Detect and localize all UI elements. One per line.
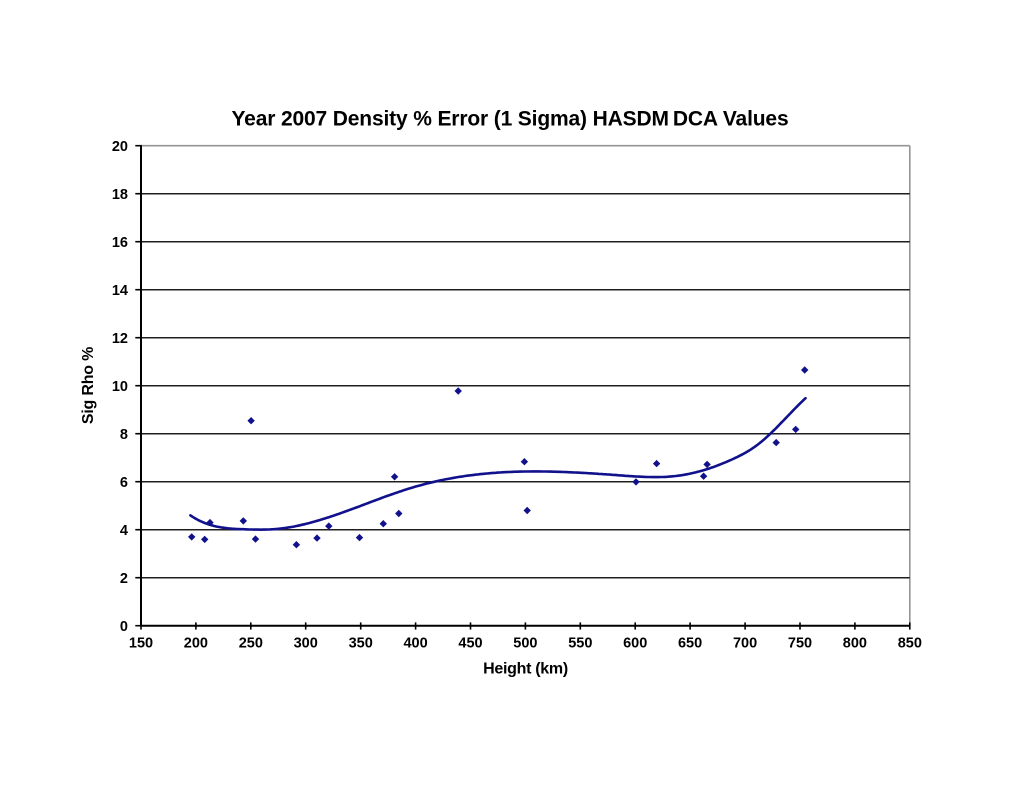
svg-text:550: 550 [568, 636, 592, 652]
svg-text:250: 250 [239, 636, 263, 652]
svg-text:850: 850 [898, 636, 922, 652]
svg-text:18: 18 [112, 187, 128, 203]
svg-text:14: 14 [112, 283, 128, 299]
svg-text:0: 0 [120, 619, 128, 635]
svg-text:350: 350 [349, 636, 373, 652]
svg-text:500: 500 [513, 636, 537, 652]
svg-text:2: 2 [120, 571, 128, 587]
svg-text:650: 650 [678, 636, 702, 652]
svg-text:16: 16 [112, 235, 128, 251]
svg-text:20: 20 [112, 139, 128, 155]
svg-text:750: 750 [788, 636, 812, 652]
svg-text:Height (km): Height (km) [483, 660, 568, 677]
svg-text:200: 200 [184, 636, 208, 652]
svg-text:150: 150 [129, 636, 153, 652]
svg-text:300: 300 [294, 636, 318, 652]
svg-text:10: 10 [112, 379, 128, 395]
svg-text:Sig Rho %: Sig Rho % [80, 347, 97, 424]
svg-text:450: 450 [458, 636, 482, 652]
svg-text:8: 8 [120, 427, 128, 443]
svg-text:700: 700 [733, 636, 757, 652]
svg-text:4: 4 [120, 523, 128, 539]
svg-text:400: 400 [403, 636, 427, 652]
svg-text:12: 12 [112, 331, 128, 347]
svg-text:6: 6 [120, 475, 128, 491]
svg-text:800: 800 [843, 636, 867, 652]
svg-text:Year 2007 Density % Error (1 S: Year 2007 Density % Error (1 Sigma) HASD… [231, 107, 788, 130]
svg-text:600: 600 [623, 636, 647, 652]
